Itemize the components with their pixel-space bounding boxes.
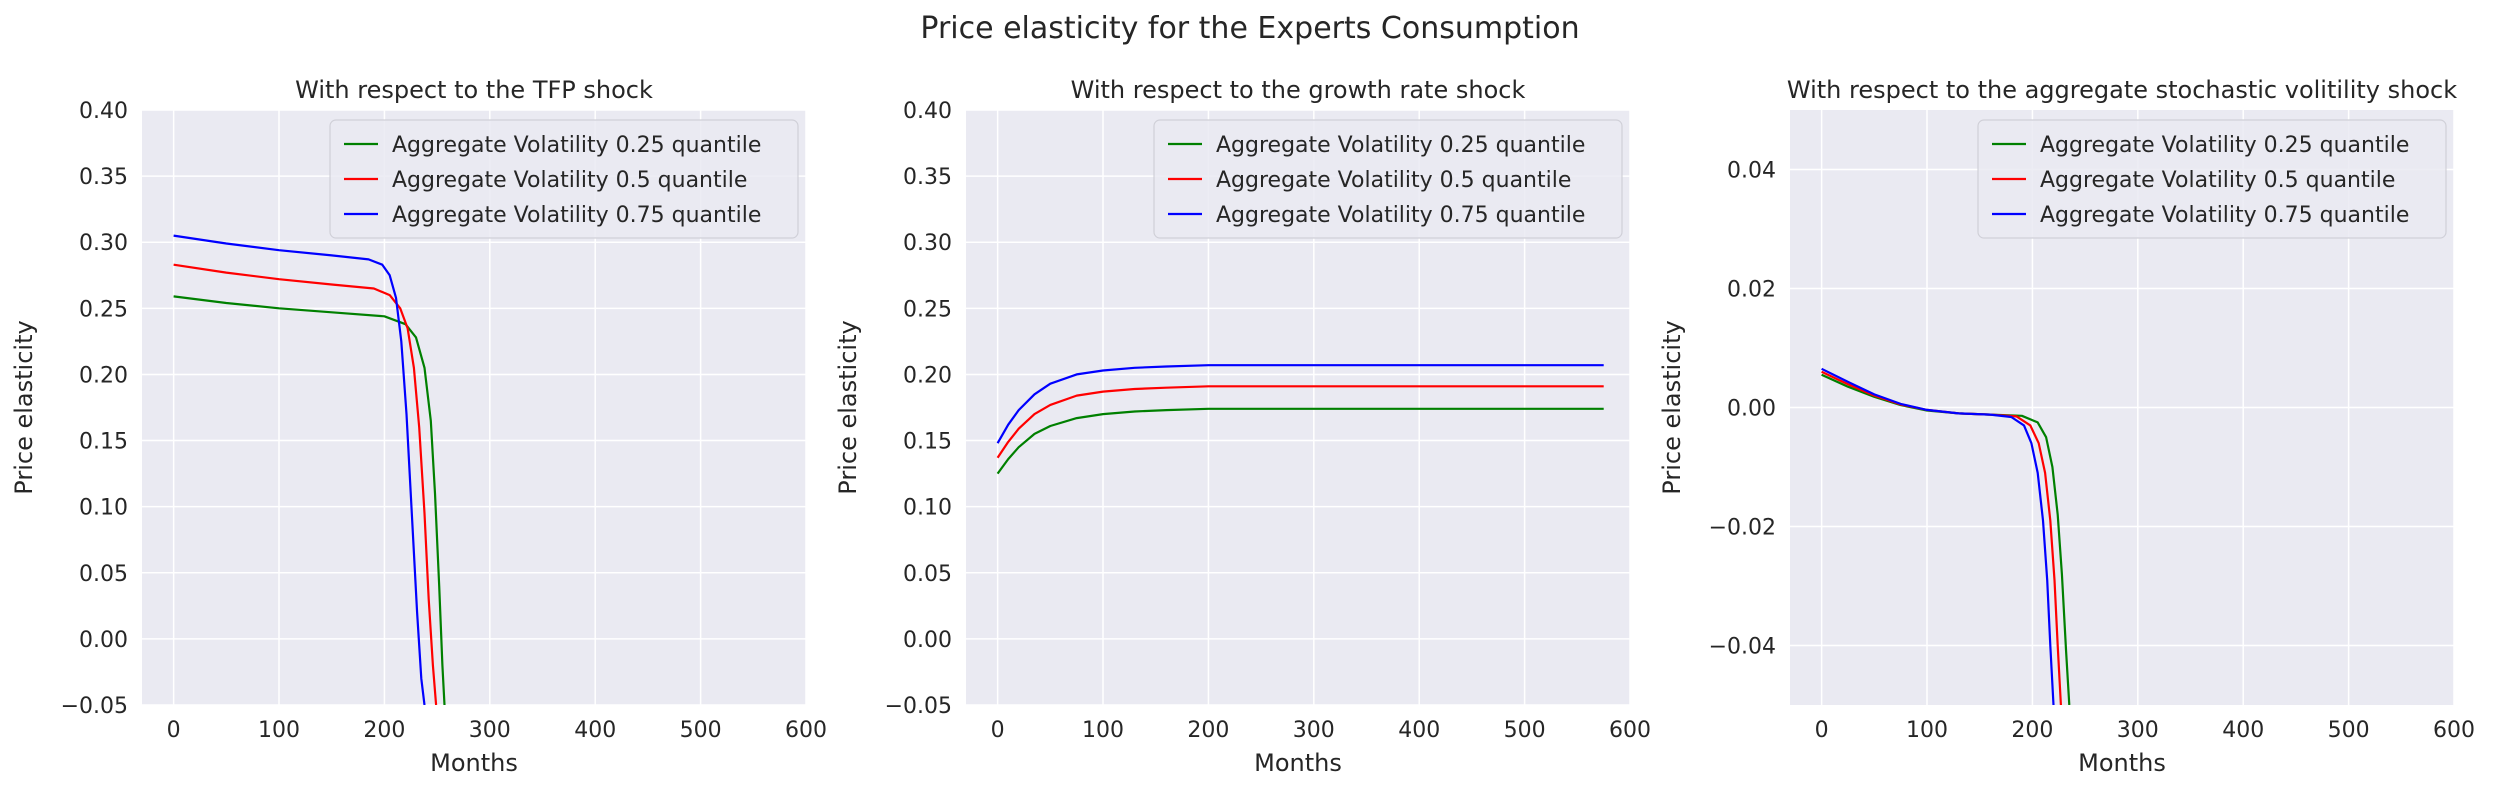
- x-tick-label: 500: [680, 718, 722, 743]
- chart-panel-1: 0 100 200 300 400 500 600 −0.05 0.00 0.05 0.10 0.15…: [10, 76, 827, 777]
- chart-panel-3: 0 100 200 300 400 500 600 −0.04 −0.02 0.00 0.02 0.0…: [1658, 76, 2475, 777]
- y-tick-label: −0.05: [61, 694, 128, 719]
- y-tick-label: 0.10: [903, 496, 952, 521]
- series-line-2: [173, 263, 438, 705]
- legend: Aggregate Volatility 0.25 quantile Aggreg…: [1153, 119, 1623, 239]
- series-group: [173, 234, 446, 705]
- y-tick-label: 0.02: [1727, 278, 1776, 303]
- panel-title: With respect to the TFP shock: [295, 76, 653, 104]
- y-tick-label: 0.10: [79, 496, 128, 521]
- x-tick-label: 0: [167, 718, 181, 743]
- chart-panels: 0 100 200 300 400 500 600 −0.05 0.00 0.05 0.10 0.15…: [10, 76, 2475, 777]
- legend-label: Aggregate Volatility 0.5 quantile: [1216, 168, 1571, 193]
- series-group: [1821, 367, 2071, 705]
- y-tick-label: 0.15: [903, 430, 952, 455]
- x-tick-label: 100: [258, 718, 300, 743]
- x-tick-label: 0: [991, 718, 1005, 743]
- y-tick-label: 0.30: [903, 231, 952, 256]
- legend-label: Aggregate Volatility 0.75 quantile: [392, 203, 761, 228]
- series-line-1: [173, 295, 446, 705]
- x-axis-label: Months: [1254, 749, 1342, 777]
- legend-label: Aggregate Volatility 0.25 quantile: [1216, 133, 1585, 158]
- y-tick-label: −0.04: [1709, 635, 1776, 660]
- x-tick-label: 100: [1906, 718, 1948, 743]
- x-tick-label: 400: [574, 718, 616, 743]
- y-tick-label: 0.25: [903, 297, 952, 322]
- panel-title: With respect to the growth rate shock: [1071, 76, 1526, 104]
- legend-label: Aggregate Volatility 0.25 quantile: [2040, 133, 2409, 158]
- series-group: [996, 364, 1604, 475]
- y-tick-label: 0.04: [1727, 159, 1776, 184]
- figure-title: Price elasticity for the Experts Consump…: [920, 11, 1579, 46]
- y-tick-label: 0.05: [903, 562, 952, 587]
- x-tick-label: 500: [1504, 718, 1546, 743]
- x-tick-label: 600: [1609, 718, 1651, 743]
- x-axis-label: Months: [430, 749, 518, 777]
- x-tick-label: 200: [1187, 718, 1229, 743]
- y-tick-label: 0.35: [903, 165, 952, 190]
- series-line-1: [996, 407, 1604, 475]
- y-tick-label: −0.02: [1709, 516, 1776, 541]
- legend-label: Aggregate Volatility 0.25 quantile: [392, 133, 761, 158]
- x-tick-label: 600: [785, 718, 827, 743]
- x-tick-label: 200: [2011, 718, 2053, 743]
- y-tick-label: 0.05: [79, 562, 128, 587]
- x-tick-label: 200: [363, 718, 405, 743]
- series-line-3: [173, 234, 426, 705]
- y-tick-label: −0.05: [885, 694, 952, 719]
- x-tick-label: 400: [2222, 718, 2264, 743]
- y-axis-label: Price elasticity: [1658, 320, 1686, 494]
- y-tick-label: 0.20: [903, 363, 952, 388]
- y-tick-label: 0.15: [79, 430, 128, 455]
- legend: Aggregate Volatility 0.25 quantile Aggreg…: [329, 119, 799, 239]
- y-tick-label: 0.40: [903, 99, 952, 124]
- series-line-3: [1821, 367, 2055, 705]
- legend-box: [329, 119, 799, 239]
- legend-label: Aggregate Volatility 0.75 quantile: [2040, 203, 2409, 228]
- series-line-2: [996, 385, 1604, 459]
- x-tick-label: 100: [1082, 718, 1124, 743]
- x-tick-label: 300: [1293, 718, 1335, 743]
- y-tick-label: 0.00: [903, 628, 952, 653]
- y-tick-label: 0.25: [79, 297, 128, 322]
- y-tick-label: 0.40: [79, 99, 128, 124]
- series-line-3: [996, 364, 1604, 444]
- legend-box: [1977, 119, 2447, 239]
- panel-title: With respect to the aggregate stochastic…: [1787, 76, 2457, 104]
- x-tick-label: 300: [469, 718, 511, 743]
- y-tick-label: 0.20: [79, 363, 128, 388]
- y-tick-label: 0.00: [1727, 397, 1776, 422]
- legend-label: Aggregate Volatility 0.5 quantile: [392, 168, 747, 193]
- x-tick-label: 600: [2433, 718, 2475, 743]
- x-tick-label: 500: [2328, 718, 2370, 743]
- y-tick-label: 0.00: [79, 628, 128, 653]
- legend-box: [1153, 119, 1623, 239]
- x-tick-label: 300: [2117, 718, 2159, 743]
- x-axis-label: Months: [2078, 749, 2166, 777]
- y-axis-label: Price elasticity: [10, 320, 38, 494]
- y-axis-label: Price elasticity: [834, 320, 862, 494]
- x-tick-label: 0: [1815, 718, 1829, 743]
- y-tick-label: 0.30: [79, 231, 128, 256]
- x-tick-label: 400: [1398, 718, 1440, 743]
- legend: Aggregate Volatility 0.25 quantile Aggreg…: [1977, 119, 2447, 239]
- y-tick-label: 0.35: [79, 165, 128, 190]
- legend-label: Aggregate Volatility 0.75 quantile: [1216, 203, 1585, 228]
- chart-panel-2: 0 100 200 300 400 500 600 −0.05 0.00 0.05 0.10 0.15…: [834, 76, 1651, 777]
- legend-label: Aggregate Volatility 0.5 quantile: [2040, 168, 2395, 193]
